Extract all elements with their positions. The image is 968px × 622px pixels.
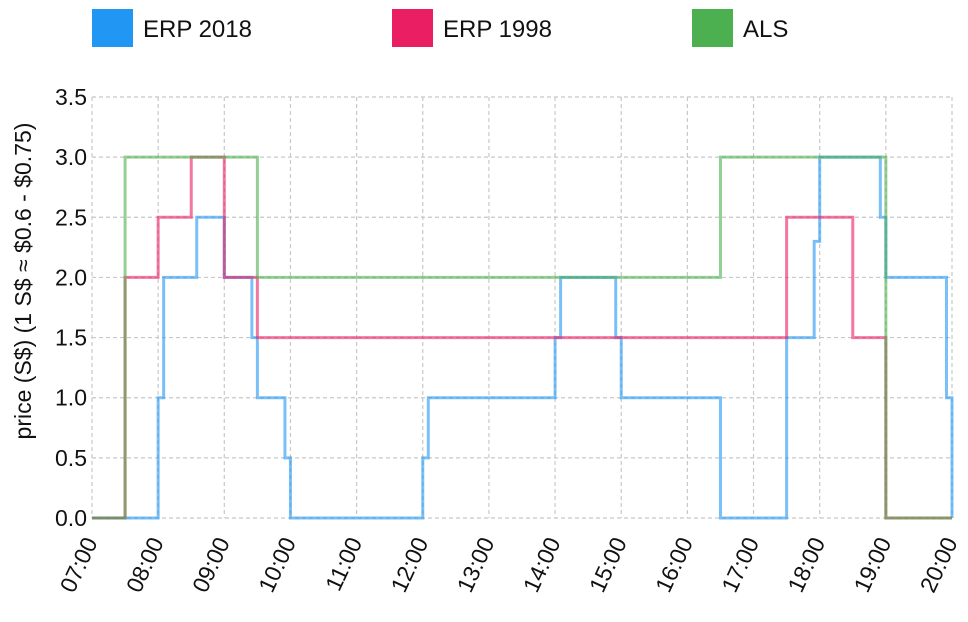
legend-label: ERP 1998 xyxy=(443,16,552,43)
y-tick-label: 3.5 xyxy=(55,84,87,110)
series-line-als xyxy=(92,155,952,520)
legend-swatch xyxy=(92,9,133,47)
x-tick-label: 09:00 xyxy=(187,533,235,596)
legend-swatch xyxy=(392,9,433,47)
y-tick-label: 0.5 xyxy=(55,445,87,471)
legend-label: ERP 2018 xyxy=(143,16,252,43)
y-tick-label: 3.0 xyxy=(55,144,87,170)
x-tick-label: 15:00 xyxy=(584,533,632,596)
y-tick-label: 2.5 xyxy=(55,204,87,230)
x-tick-label: 18:00 xyxy=(782,533,830,596)
x-tick-label: 07:00 xyxy=(55,533,103,596)
legend: ERP 2018 ERP 1998 ALS xyxy=(92,9,788,47)
series-line-erp-1998 xyxy=(92,155,952,520)
y-tick-label: 2.0 xyxy=(55,264,87,290)
y-axis-label: price (S$) (1 S$ ≈ $0.6 - $0.75) xyxy=(10,123,36,440)
x-tick-label: 12:00 xyxy=(385,533,433,596)
x-tick-label: 14:00 xyxy=(518,533,566,596)
legend-label: ALS xyxy=(743,16,788,43)
y-tick-label: 0.0 xyxy=(55,505,87,531)
legend-swatch xyxy=(692,9,733,47)
x-tick-label: 10:00 xyxy=(253,533,301,596)
y-tick-label: 1.0 xyxy=(55,385,87,411)
x-tick-label: 20:00 xyxy=(915,533,963,596)
x-tick-label: 16:00 xyxy=(650,533,698,596)
x-tick-label: 13:00 xyxy=(452,533,500,596)
y-tick-label: 1.5 xyxy=(55,325,87,351)
series-layer xyxy=(92,155,954,520)
x-tick-label: 17:00 xyxy=(716,533,764,596)
x-tick-label: 19:00 xyxy=(848,533,896,596)
x-tick-label: 08:00 xyxy=(121,533,169,596)
grid xyxy=(91,96,953,519)
x-tick-label: 11:00 xyxy=(320,533,367,595)
